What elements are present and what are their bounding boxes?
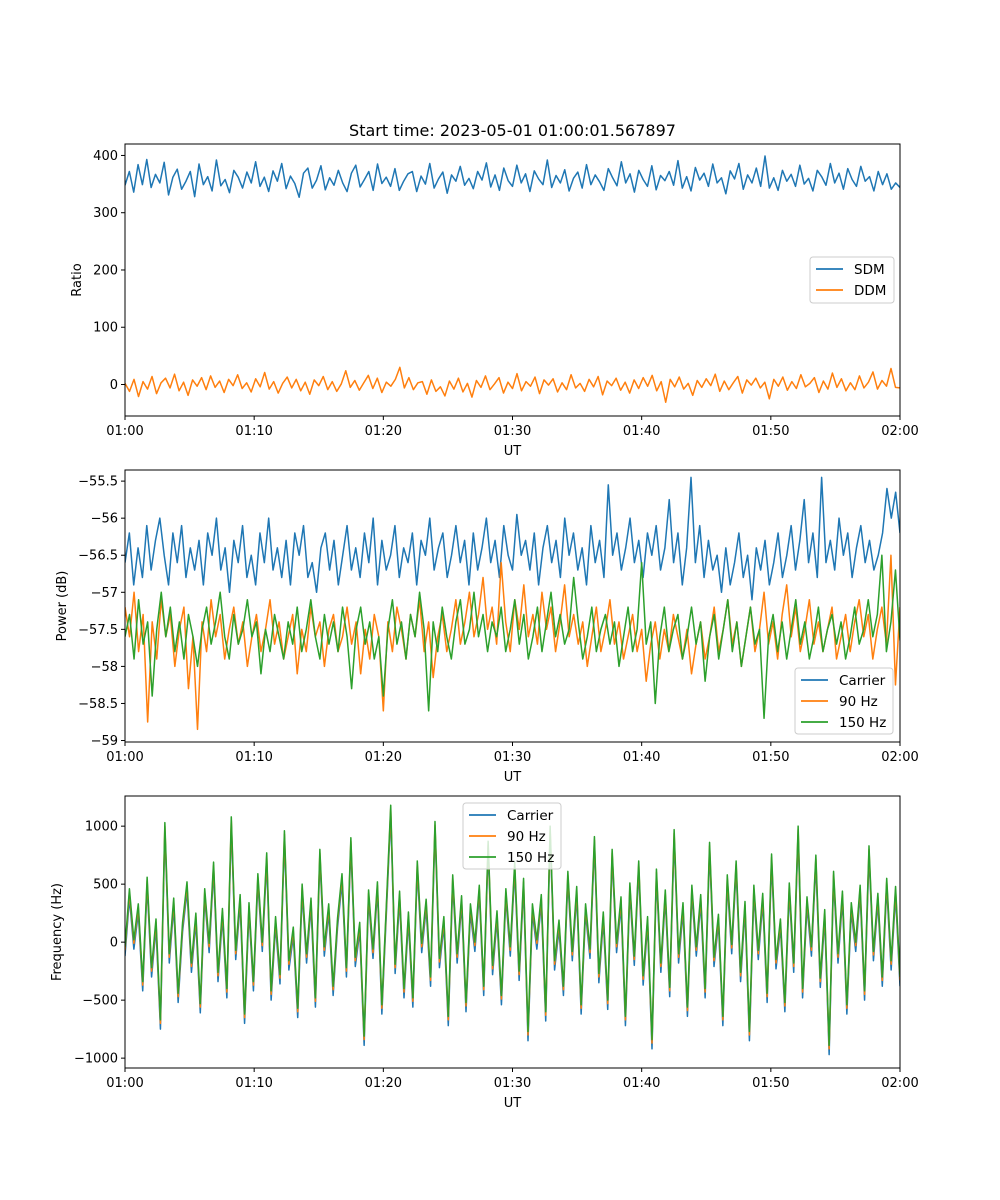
x-tick-label: 02:00 [881,750,918,765]
legend-label: 150 Hz [507,850,554,866]
x-tick-label: 01:20 [365,1076,402,1091]
y-axis-label: Frequency (Hz) [50,883,65,981]
x-tick-label: 01:30 [494,1076,531,1091]
x-tick-label: 02:00 [881,424,918,439]
y-tick-label: 1000 [85,820,118,835]
y-axis-label: Ratio [70,263,85,296]
x-tick-label: 01:30 [494,424,531,439]
chart-panel-2: 01:00 01:10 01:20 01:30 01:40 01:50 02:00 −59 −5… [55,469,919,785]
y-tick-label: −1000 [74,1052,118,1067]
y-tick-label: −58 [91,660,118,675]
x-tick-label: 01:50 [752,424,789,439]
y-axis-label: Power (dB) [55,571,70,642]
legend-box [794,667,894,735]
series-line-ddm [125,366,900,404]
chart-panel-1: 01:00 01:10 01:20 01:30 01:40 01:50 02:00 0 100 2… [70,143,919,459]
x-tick-label: 01:30 [494,750,531,765]
legend: Carrier 90 Hz 150 Hz [462,802,562,870]
x-axis-label: UT [504,1096,522,1111]
chart-panel-3: 01:00 01:10 01:20 01:30 01:40 01:50 02:00 −1000… [50,795,919,1111]
y-tick-label: −500 [82,994,118,1009]
series-line-carrier [125,476,900,601]
legend-label: 150 Hz [839,715,886,731]
x-tick-label: 01:00 [106,424,143,439]
x-tick-label: 01:20 [365,750,402,765]
x-tick-label: 01:40 [623,750,660,765]
x-axis-label: UT [504,770,522,785]
y-tick-label: −59 [91,734,118,749]
y-tick-label: −57 [91,586,118,601]
x-tick-label: 01:00 [106,1076,143,1091]
y-tick-label: 500 [93,878,118,893]
x-tick-label: 01:10 [235,1076,272,1091]
series-line-sdm [125,155,900,198]
legend: SDM DDM [809,256,895,304]
series-line-150-hz [125,554,900,720]
x-tick-label: 01:40 [623,424,660,439]
legend-box [462,802,562,870]
figure-title: Start time: 2023-05-01 01:00:01.567897 [349,121,676,140]
legend-label: SDM [854,262,885,278]
x-tick-label: 01:50 [752,1076,789,1091]
y-tick-label: 0 [110,936,118,951]
y-tick-label: 0 [110,378,118,393]
legend-label: 90 Hz [507,829,546,845]
legend-label: DDM [854,283,886,299]
y-tick-label: −57.5 [78,623,118,638]
y-tick-label: 100 [93,321,118,336]
y-tick-label: −58.5 [78,697,118,712]
x-tick-label: 01:10 [235,424,272,439]
x-tick-label: 01:40 [623,1076,660,1091]
y-tick-label: 300 [93,206,118,221]
x-tick-label: 01:20 [365,424,402,439]
y-tick-label: 200 [93,263,118,278]
x-axis-label: UT [504,444,522,459]
legend-label: Carrier [507,808,554,824]
y-tick-label: 400 [93,149,118,164]
plot-panels: 01:00 01:10 01:20 01:30 01:40 01:50 02:00 0 100 2… [50,143,919,1111]
y-tick-label: −55.5 [78,475,118,490]
x-tick-label: 01:50 [752,750,789,765]
x-tick-label: 02:00 [881,1076,918,1091]
series-line-90-hz [125,554,900,731]
series-line-150-hz [125,804,900,1047]
x-tick-label: 01:10 [235,750,272,765]
x-tick-label: 01:00 [106,750,143,765]
legend: Carrier 90 Hz 150 Hz [794,667,894,735]
legend-label: Carrier [839,673,886,689]
y-tick-label: −56 [91,512,118,527]
legend-label: 90 Hz [839,694,878,710]
y-tick-label: −56.5 [78,549,118,564]
